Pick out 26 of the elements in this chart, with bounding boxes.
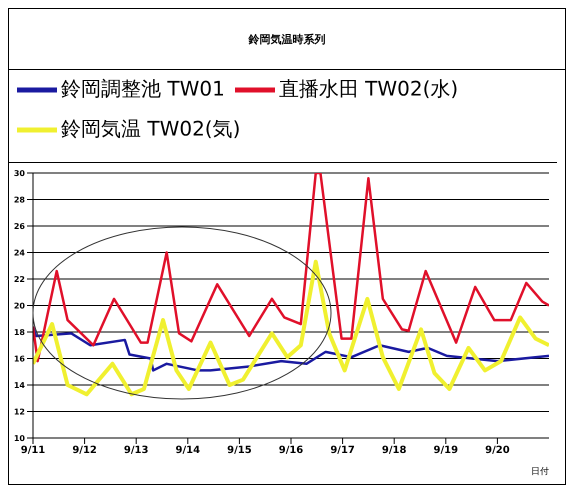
y-tick-label: 28	[14, 195, 26, 204]
chart-title: 鈴岡気温時系列	[9, 9, 565, 70]
x-tick-label: 9/16	[278, 445, 304, 456]
y-tick-label: 14	[14, 380, 26, 390]
x-tick-label: 9/14	[176, 445, 200, 456]
x-tick-label: 9/13	[124, 445, 149, 456]
y-tick-label: 20	[14, 301, 26, 310]
y-tick-label: 10	[14, 434, 26, 443]
y-tick-label: 22	[14, 274, 25, 284]
x-tick-label: 9/19	[434, 445, 458, 456]
y-tick-label: 16	[14, 354, 26, 364]
legend-label: 鈴岡調整池 TW01	[61, 76, 225, 100]
x-tick-label: 9/20	[485, 445, 510, 456]
x-tick-label: 9/15	[227, 445, 252, 456]
x-axis-title: 日付	[531, 466, 549, 477]
x-tick-label: 9/17	[330, 445, 355, 456]
y-tick-label: 12	[14, 407, 25, 416]
x-tick-label: 9/18	[382, 445, 407, 456]
y-tick-label: 26	[14, 222, 26, 231]
legend-label: 鈴岡気温 TW02(気)	[61, 116, 240, 140]
y-tick-label: 24	[14, 248, 26, 258]
y-tick-label: 30	[14, 168, 26, 178]
x-tick-label: 9/11	[20, 445, 46, 456]
y-tick-label: 18	[14, 328, 26, 337]
legend-label: 直播水田 TW02(水)	[278, 76, 458, 100]
x-tick-label: 9/12	[72, 445, 97, 456]
